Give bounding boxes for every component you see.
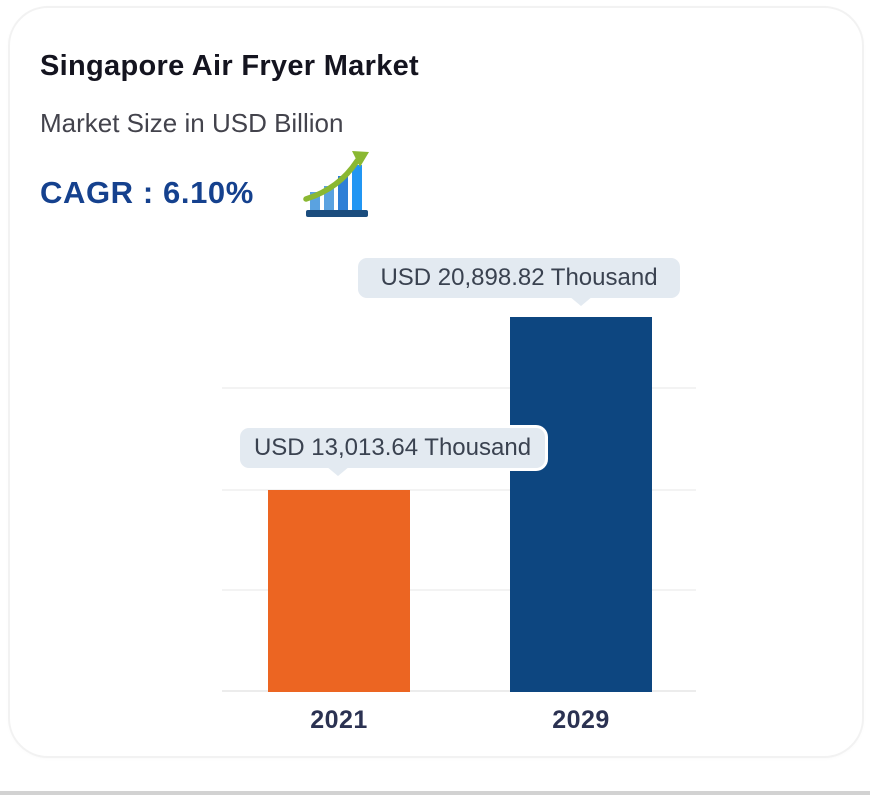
growth-chart-icon	[303, 151, 369, 217]
cagr-value: CAGR : 6.10%	[40, 175, 254, 210]
page-bottom-divider	[0, 791, 870, 795]
x-axis-label-2029: 2029	[552, 706, 610, 734]
market-summary-card: Singapore Air Fryer Market Market Size i…	[8, 6, 864, 758]
gridline	[222, 387, 696, 389]
x-axis-baseline	[222, 690, 696, 692]
gridline	[222, 489, 696, 491]
bar-2021[interactable]	[268, 490, 410, 692]
bar-2029[interactable]	[510, 317, 652, 692]
tooltip-2029-label: USD 20,898.82 Thousand	[380, 264, 658, 291]
tooltip-pointer-icon	[326, 466, 350, 476]
tooltip-2029: USD 20,898.82 Thousand	[358, 258, 680, 306]
tooltip-pointer-icon	[569, 296, 593, 306]
tooltip-2021: USD 13,013.64 Thousand	[240, 428, 545, 476]
page-title: Singapore Air Fryer Market	[40, 50, 420, 82]
tooltip-2021-label: USD 13,013.64 Thousand	[253, 434, 532, 461]
x-axis-label-2021: 2021	[310, 706, 368, 734]
chart-subtitle: Market Size in USD Billion	[40, 108, 344, 138]
gridline	[222, 589, 696, 591]
